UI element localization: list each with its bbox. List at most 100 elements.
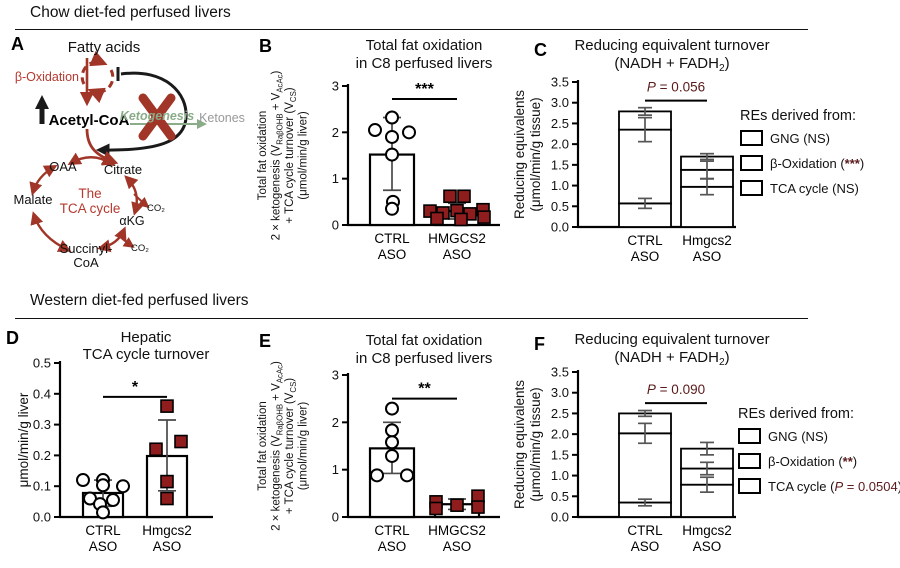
chart-title: (NADH + FADH2): [614, 349, 729, 368]
panel-f-legend: REs derived from: GNG (NS) β-Oxidation (**…: [738, 406, 900, 503]
y-tick-label: 3: [332, 368, 339, 383]
chart-title: in C8 perfused livers: [356, 350, 493, 367]
panel-a-diagram: Fatty acids β-Oxidation Acetyl-CoA Ketog…: [13, 39, 245, 270]
significance-stars: ***: [415, 81, 434, 98]
tca-arc: [29, 165, 58, 196]
y-tick-label: 3.0: [551, 95, 569, 110]
y-axis-label: + TCA cycle turnover (VCS): [284, 87, 298, 223]
data-point-circle: [96, 478, 110, 493]
y-tick-label: 1.5: [551, 447, 569, 462]
blocked-x-icon: [138, 93, 176, 141]
panel-label-a: A: [11, 34, 24, 54]
x-tick-label: ASO: [693, 539, 722, 554]
increase-arrow-icon: [35, 95, 49, 109]
y-tick-label: 3: [332, 79, 339, 94]
data-point-circle: [370, 468, 384, 483]
chart-title: Total fat oxidation: [366, 332, 483, 349]
x-tick-label: ASO: [443, 539, 472, 554]
x-tick-label: ASO: [631, 249, 660, 264]
acetyl-coa-label: Acetyl-CoA: [49, 112, 130, 129]
legend-label: GNG (NS): [768, 428, 828, 444]
data-point-circle: [385, 423, 399, 438]
legend-swatch-tca: [740, 180, 763, 196]
significance-stars: *: [132, 379, 139, 396]
y-axis-label: + TCA cycle turnover (VCS): [284, 378, 298, 514]
y-axis-label: 2 × ketogenesis (VRaβOHB + VAcAc): [271, 70, 285, 240]
y-axis-label: 2 × ketogenesis (VRaβOHB + VAcAc): [271, 361, 285, 531]
data-point-square: [149, 442, 163, 457]
p-value-label: P = 0.056: [647, 80, 705, 95]
y-tick-label: 0.5: [551, 489, 569, 504]
x-tick-label: ASO: [378, 247, 407, 262]
co2-branch-arrow: [133, 193, 150, 209]
panel-label-e: E: [259, 331, 272, 351]
data-point-circle: [385, 147, 399, 162]
y-tick-label: 1: [332, 462, 339, 477]
data-point-square: [457, 189, 471, 204]
beta-oxidation-cycle-icon: [80, 50, 108, 85]
y-tick-label: 1.0: [551, 468, 569, 483]
data-point-circle: [385, 201, 399, 216]
chart-title: Reducing equivalent turnover: [574, 331, 769, 348]
legend-item: β-Oxidation (**): [738, 453, 900, 469]
legend-item: GNG (NS): [740, 130, 864, 146]
ketone-feedback-arrow: [95, 71, 188, 157]
data-point-circle: [385, 401, 399, 416]
y-tick-label: 2: [332, 125, 339, 140]
y-tick-label: 1: [332, 171, 339, 186]
y-tick-label: 0.3: [33, 417, 51, 432]
data-point-square: [160, 399, 174, 413]
ketones-label: Ketones: [199, 111, 245, 125]
data-point-square: [471, 500, 485, 514]
data-point-circle: [402, 125, 416, 140]
x-tick-label: ASO: [153, 539, 182, 554]
legend-item: TCA cycle (P = 0.0504): [738, 478, 900, 494]
data-point-circle: [385, 110, 399, 125]
data-point-circle: [106, 493, 120, 508]
data-point-square: [160, 491, 174, 506]
panel-c: Reducing equivalent turnover (NADH + FADH…: [508, 36, 900, 288]
x-tick-label: CTRL: [85, 523, 121, 538]
malate-label: Malate: [13, 192, 52, 207]
y-tick-label: 0.0: [551, 510, 569, 525]
stack-segment-box: [618, 432, 672, 504]
x-tick-label: ASO: [693, 249, 722, 264]
legend-title: REs derived from:: [738, 406, 855, 422]
data-point-circle: [76, 473, 90, 488]
y-tick-label: 0.0: [551, 220, 569, 235]
panel-c-legend: REs derived from: GNG (NS) β-Oxidation (**…: [740, 108, 864, 205]
y-tick-label: 1.0: [551, 178, 569, 193]
x-tick-label: ASO: [378, 539, 407, 554]
significance-stars: **: [418, 381, 431, 398]
data-point-circle: [116, 479, 130, 494]
tca-arc: [124, 175, 144, 216]
x-tick-label: Hmgcs2: [682, 233, 732, 248]
panel-c-chart: Reducing equivalent turnover(NADH + FADH…: [512, 37, 770, 264]
y-axis-label: Reducing equivalents: [512, 90, 527, 219]
y-tick-label: 0.5: [551, 199, 569, 214]
succinyl-coa-label: CoA: [73, 255, 99, 270]
y-axis-label: μmol/min/g liver: [16, 392, 31, 487]
y-tick-label: 3.5: [551, 75, 569, 90]
panel-f-chart: Reducing equivalent turnover(NADH + FADH…: [512, 331, 770, 554]
x-tick-label: CTRL: [374, 231, 410, 246]
p-value-label: P = 0.090: [647, 382, 705, 397]
legend-label: GNG (NS): [770, 130, 830, 146]
chart-title: Total fat oxidation: [366, 37, 483, 54]
chart-title: Hepatic: [121, 330, 172, 346]
succinyl-coa-label: Succinyl-: [60, 241, 113, 256]
data-point-circle: [96, 505, 110, 520]
data-point-square: [454, 212, 468, 227]
x-tick-label: HMGCS2: [428, 523, 486, 538]
legend-item: β-Oxidation (***): [740, 155, 864, 171]
legend-label: TCA cycle (P = 0.0504): [768, 478, 900, 494]
panel-label-f: F: [534, 334, 545, 354]
tca-arc: [30, 211, 72, 252]
y-axis-label: (μmol/min/g liver): [298, 402, 310, 491]
beta-oxidation-cycle-icon: [87, 69, 115, 104]
legend-swatch-box: [738, 453, 761, 469]
legend-item: GNG (NS): [738, 428, 900, 444]
y-axis-label: (μmol/min/g tissue): [528, 387, 543, 501]
